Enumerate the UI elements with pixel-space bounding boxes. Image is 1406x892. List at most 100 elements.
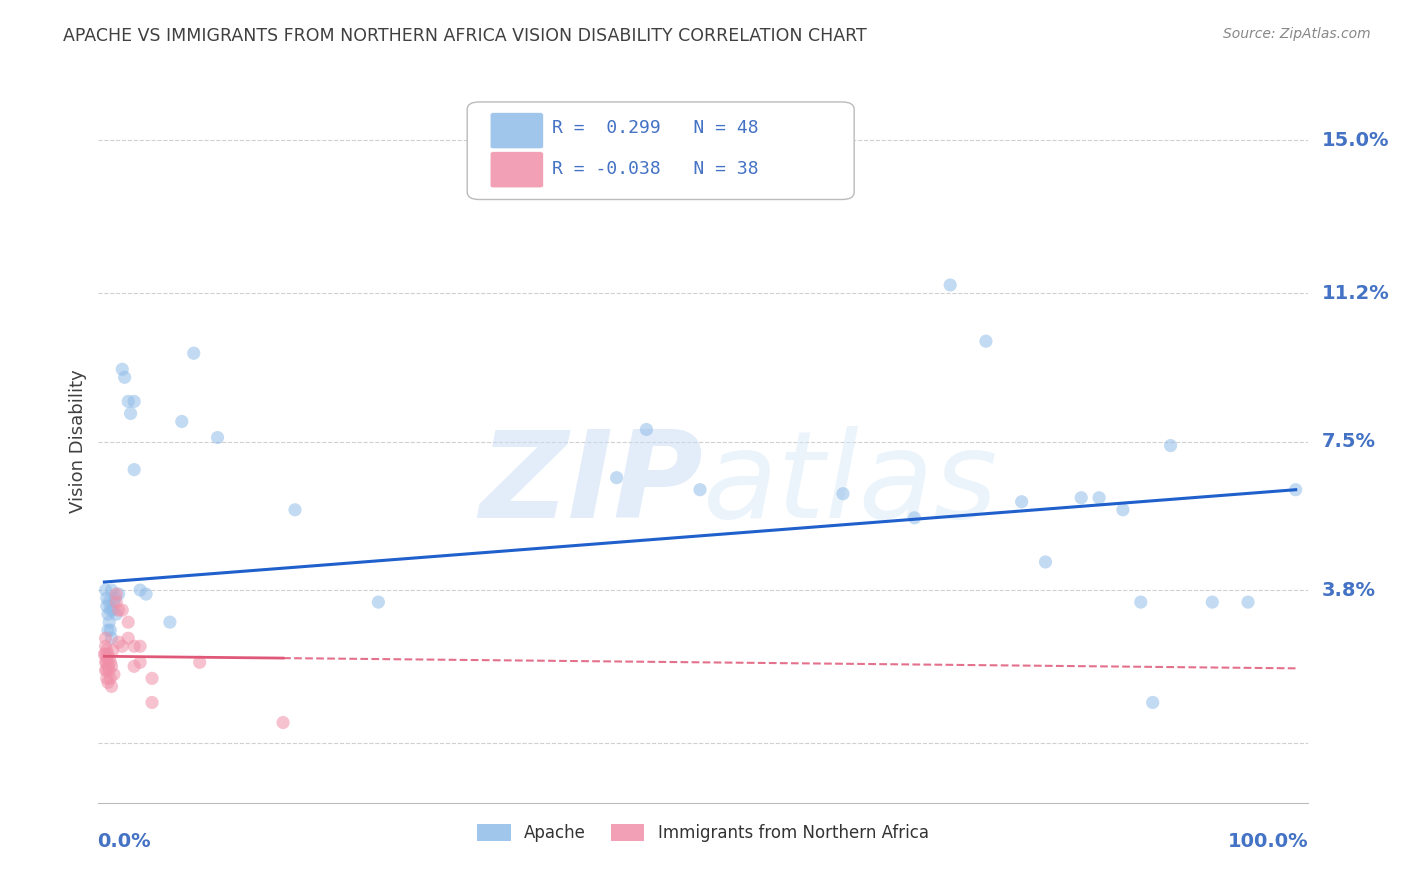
Point	[606, 471, 628, 485]
Point	[1237, 595, 1260, 609]
Point	[207, 431, 229, 445]
Point	[97, 659, 120, 673]
FancyBboxPatch shape	[491, 152, 543, 188]
Point	[105, 587, 128, 601]
Point	[105, 607, 128, 622]
Point	[105, 595, 128, 609]
Point	[94, 655, 117, 669]
Point	[284, 503, 307, 517]
Point	[98, 623, 121, 637]
Text: 100.0%: 100.0%	[1229, 831, 1309, 851]
Point	[98, 655, 121, 669]
Point	[101, 603, 124, 617]
Point	[122, 659, 145, 673]
Point	[188, 655, 211, 669]
Point	[96, 664, 118, 678]
Point	[96, 651, 118, 665]
Point	[97, 648, 120, 662]
Point	[100, 632, 122, 646]
Legend: Apache, Immigrants from Northern Africa: Apache, Immigrants from Northern Africa	[471, 817, 935, 848]
Text: 15.0%: 15.0%	[1322, 131, 1389, 150]
Point	[98, 651, 121, 665]
Point	[98, 595, 121, 609]
Text: 7.5%: 7.5%	[1322, 432, 1376, 451]
Point	[1088, 491, 1111, 505]
Point	[159, 615, 181, 630]
Point	[135, 587, 157, 601]
Point	[100, 680, 122, 694]
Point	[1112, 503, 1135, 517]
Point	[903, 510, 925, 524]
Point	[122, 394, 145, 409]
Text: 3.8%: 3.8%	[1322, 581, 1376, 599]
Point	[94, 664, 117, 678]
Point	[832, 487, 855, 501]
Point	[97, 675, 120, 690]
Point	[97, 623, 120, 637]
Point	[100, 583, 122, 598]
Point	[98, 672, 121, 686]
Point	[96, 643, 118, 657]
Point	[183, 346, 205, 360]
Text: R =  0.299   N = 48: R = 0.299 N = 48	[551, 120, 758, 137]
Point	[117, 615, 139, 630]
Text: R = -0.038   N = 38: R = -0.038 N = 38	[551, 160, 758, 178]
Point	[101, 643, 124, 657]
Point	[94, 632, 117, 646]
Point	[939, 277, 962, 292]
Point	[141, 672, 163, 686]
Point	[96, 655, 118, 669]
Point	[94, 639, 117, 653]
Point	[974, 334, 997, 348]
Point	[98, 615, 121, 630]
Point	[111, 639, 134, 653]
Point	[120, 407, 142, 421]
Point	[97, 607, 120, 622]
Text: 0.0%: 0.0%	[97, 831, 150, 851]
Point	[111, 362, 134, 376]
Point	[98, 664, 121, 678]
Point	[1035, 555, 1057, 569]
Point	[1285, 483, 1308, 497]
Point	[1070, 491, 1092, 505]
Point	[93, 648, 115, 662]
Point	[170, 414, 193, 428]
Point	[94, 583, 117, 598]
Point	[1201, 595, 1223, 609]
Point	[103, 667, 125, 681]
Text: 11.2%: 11.2%	[1322, 284, 1391, 302]
Point	[98, 603, 121, 617]
Point	[271, 715, 294, 730]
Text: atlas: atlas	[703, 426, 998, 543]
Point	[1129, 595, 1152, 609]
Point	[96, 599, 118, 614]
Point	[636, 423, 658, 437]
Point	[96, 591, 118, 606]
Point	[96, 672, 118, 686]
FancyBboxPatch shape	[467, 102, 855, 200]
Point	[107, 587, 129, 601]
Point	[104, 591, 127, 606]
Point	[141, 696, 163, 710]
Text: Source: ZipAtlas.com: Source: ZipAtlas.com	[1223, 27, 1371, 41]
Point	[114, 370, 136, 384]
Point	[117, 632, 139, 646]
Point	[94, 648, 117, 662]
Point	[1142, 696, 1164, 710]
Point	[689, 483, 711, 497]
Y-axis label: Vision Disability: Vision Disability	[69, 369, 87, 514]
Point	[103, 595, 125, 609]
Point	[122, 462, 145, 476]
Point	[122, 639, 145, 653]
Point	[1160, 439, 1182, 453]
Text: ZIP: ZIP	[479, 426, 703, 543]
Point	[107, 635, 129, 649]
Point	[107, 603, 129, 617]
Point	[1011, 494, 1033, 508]
Point	[100, 659, 122, 673]
Point	[129, 639, 152, 653]
Point	[367, 595, 389, 609]
Point	[129, 583, 152, 598]
Text: APACHE VS IMMIGRANTS FROM NORTHERN AFRICA VISION DISABILITY CORRELATION CHART: APACHE VS IMMIGRANTS FROM NORTHERN AFRIC…	[63, 27, 868, 45]
Point	[111, 603, 134, 617]
